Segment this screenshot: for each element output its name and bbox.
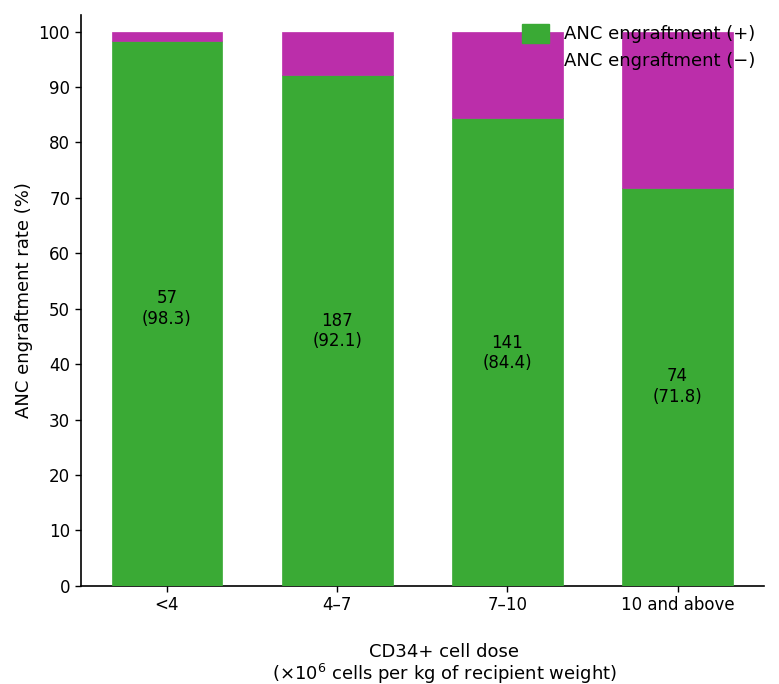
- Bar: [622, 31, 733, 188]
- Bar: [111, 41, 222, 586]
- Bar: [282, 31, 393, 75]
- Text: CD34+ cell dose: CD34+ cell dose: [369, 643, 519, 661]
- Text: ($\times$10$^{6}$ cells per kg of recipient weight): ($\times$10$^{6}$ cells per kg of recipi…: [272, 661, 616, 684]
- Bar: [622, 188, 733, 586]
- Text: 187
(92.1): 187 (92.1): [312, 311, 362, 350]
- Text: 74
(71.8): 74 (71.8): [653, 367, 703, 406]
- Y-axis label: ANC engraftment rate (%): ANC engraftment rate (%): [15, 183, 33, 419]
- Bar: [111, 31, 222, 41]
- Text: 141
(84.4): 141 (84.4): [483, 334, 532, 373]
- Bar: [452, 31, 562, 118]
- Text: 57
(98.3): 57 (98.3): [142, 289, 192, 328]
- Legend: ANC engraftment (+), ANC engraftment (−): ANC engraftment (+), ANC engraftment (−): [522, 24, 755, 70]
- Bar: [282, 75, 393, 586]
- Bar: [452, 118, 562, 586]
